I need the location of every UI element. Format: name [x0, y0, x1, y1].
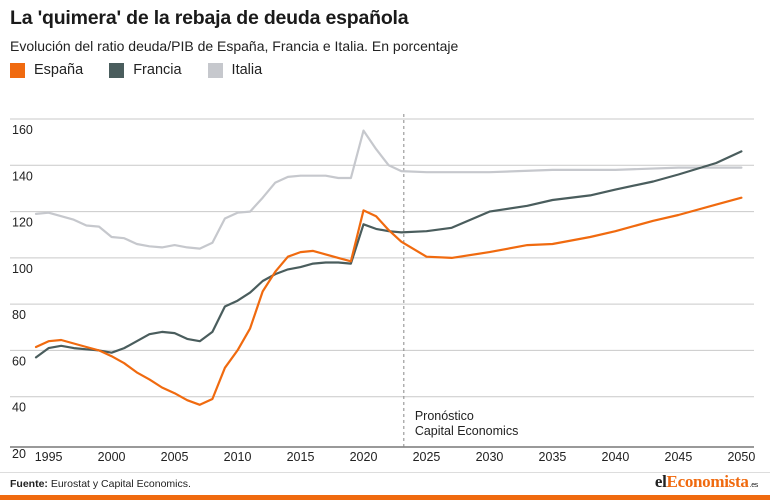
legend-label-italia: Italia [231, 62, 263, 78]
brand-prefix: el [654, 472, 667, 491]
forecast-label-line2: Capital Economics [415, 424, 519, 438]
source-note: Fuente: Eurostat y Capital Economics. [10, 478, 191, 490]
source-label: Fuente: [10, 478, 48, 490]
brand-suffix: .es [749, 482, 759, 489]
chart-subtitle: Evolución del ratio deuda/PIB de España,… [10, 38, 459, 54]
legend-item-espana: España [10, 62, 83, 78]
footer-divider [0, 472, 770, 473]
brand-accent: Economista [666, 472, 749, 491]
series-layer [34, 129, 743, 406]
y-tick-label-160: 160 [12, 123, 33, 137]
forecast-label-line1: Pronóstico [415, 409, 474, 423]
x-tick-label-2000: 2000 [98, 450, 126, 464]
y-tick-label-60: 60 [12, 354, 26, 368]
chart-title: La 'quimera' de la rebaja de deuda españ… [10, 7, 409, 29]
bottom-accent-bar [0, 495, 770, 500]
legend-swatch-italia [207, 62, 223, 78]
legend-label-francia: Francia [133, 62, 182, 78]
brand-logo: elEconomista.es [655, 472, 758, 492]
x-tick-label-2040: 2040 [602, 450, 630, 464]
series-line-francia [34, 150, 743, 359]
x-tick-label-2020: 2020 [350, 450, 378, 464]
legend-swatch-francia [109, 62, 125, 78]
grid-layer [10, 118, 754, 448]
legend: España Francia Italia [10, 62, 262, 78]
legend-label-espana: España [34, 62, 84, 78]
source-text: Eurostat y Capital Economics. [50, 478, 191, 490]
x-tick-label-2025: 2025 [413, 450, 441, 464]
x-tick-label-2010: 2010 [224, 450, 252, 464]
y-tick-label-120: 120 [12, 216, 33, 230]
x-tick-label-2035: 2035 [539, 450, 567, 464]
y-tick-label-80: 80 [12, 308, 26, 322]
series-line-italia [34, 129, 743, 250]
legend-swatch-espana [10, 62, 25, 78]
y-tick-label-140: 140 [12, 169, 33, 183]
x-tick-label-2050: 2050 [727, 450, 755, 464]
x-tick-label-2005: 2005 [161, 450, 189, 464]
x-tick-label-2045: 2045 [665, 450, 693, 464]
y-tick-label-20: 20 [12, 447, 26, 461]
x-tick-label-1995: 1995 [35, 450, 63, 464]
series-line-espana [34, 196, 743, 406]
legend-item-italia: Italia [207, 62, 263, 78]
x-tick-label-2015: 2015 [287, 450, 315, 464]
y-tick-label-40: 40 [12, 401, 26, 415]
y-tick-label-100: 100 [12, 262, 33, 276]
x-tick-label-2030: 2030 [476, 450, 504, 464]
legend-item-francia: Francia [109, 62, 182, 78]
